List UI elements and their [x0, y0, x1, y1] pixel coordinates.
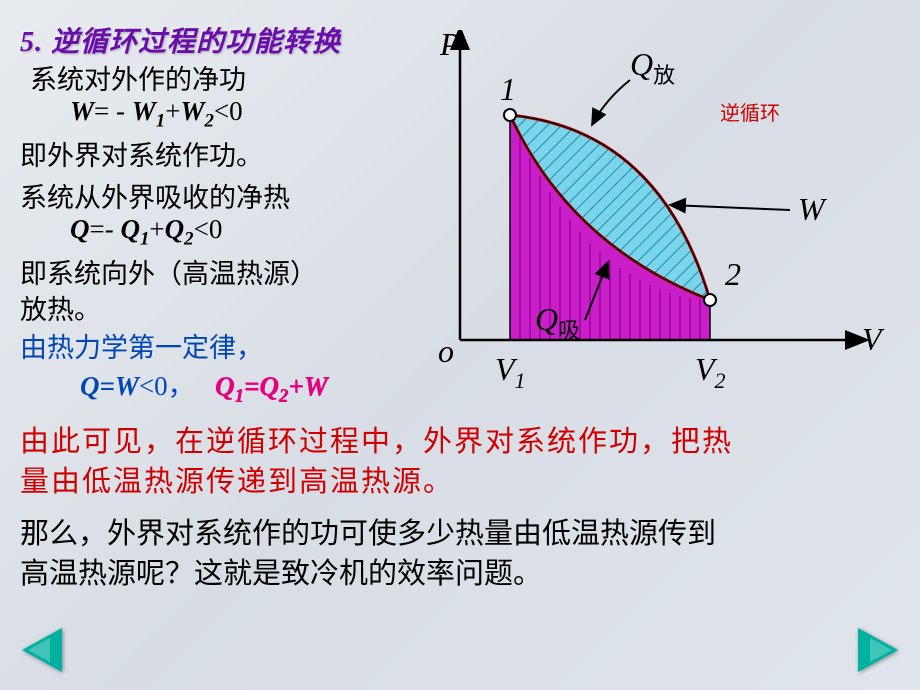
text-line-7: 放热。: [20, 288, 101, 327]
text-line-6: 即系统向外（高温热源）: [20, 252, 317, 291]
var-Q2: Q: [165, 214, 185, 244]
slide-content: 5. 逆循环过程的功能转换 系统对外作的净功 W= - W1+W2<0 即外界对…: [0, 0, 920, 690]
var-Q: Q: [70, 214, 90, 244]
var-Q1: Q: [120, 214, 140, 244]
slide-title: 5. 逆循环过程的功能转换: [20, 20, 341, 60]
var-W: W: [70, 96, 94, 126]
text-line-8: 由热力学第一定律，: [20, 326, 263, 365]
axis-label-V: V: [862, 321, 885, 357]
point-label-2: 2: [725, 256, 741, 292]
equation-W: W= - W1+W2<0: [70, 96, 243, 132]
text-line-3: 即外界对系统作功。: [20, 134, 263, 173]
var-W1: W: [132, 96, 156, 126]
equation-Q: Q=- Q1+Q2<0: [70, 214, 222, 250]
axis-label-P: P: [439, 30, 460, 62]
label-V2: V2: [695, 351, 726, 393]
label-Qfang: Q放: [630, 46, 675, 88]
question-line-2: 高温热源呢？这就是致冷机的效率问题。: [20, 550, 542, 592]
text-line-4: 系统从外界吸收的净热: [20, 176, 290, 215]
label-V1: V1: [495, 351, 526, 393]
equation-QW: Q=W<0， Q1=Q2+W: [80, 364, 328, 407]
conclusion-line-2: 量由低温热源传递到高温热源。: [20, 458, 454, 500]
pv-diagram: P V o V1 V2 1 2 W Q放 Q吸 逆循环: [430, 30, 900, 450]
nav-next-button[interactable]: [858, 628, 898, 672]
label-W: W: [798, 191, 828, 227]
text-line-1: 系统对外作的净功: [30, 58, 246, 97]
point-label-1: 1: [500, 71, 516, 107]
question-line-1: 那么，外界对系统作的功可使多少热量由低温热源传到: [20, 510, 716, 552]
nav-prev-button[interactable]: [22, 628, 62, 672]
label-reverse-cycle: 逆循环: [720, 102, 780, 125]
var-W2: W: [180, 96, 204, 126]
origin-label: o: [438, 333, 454, 369]
